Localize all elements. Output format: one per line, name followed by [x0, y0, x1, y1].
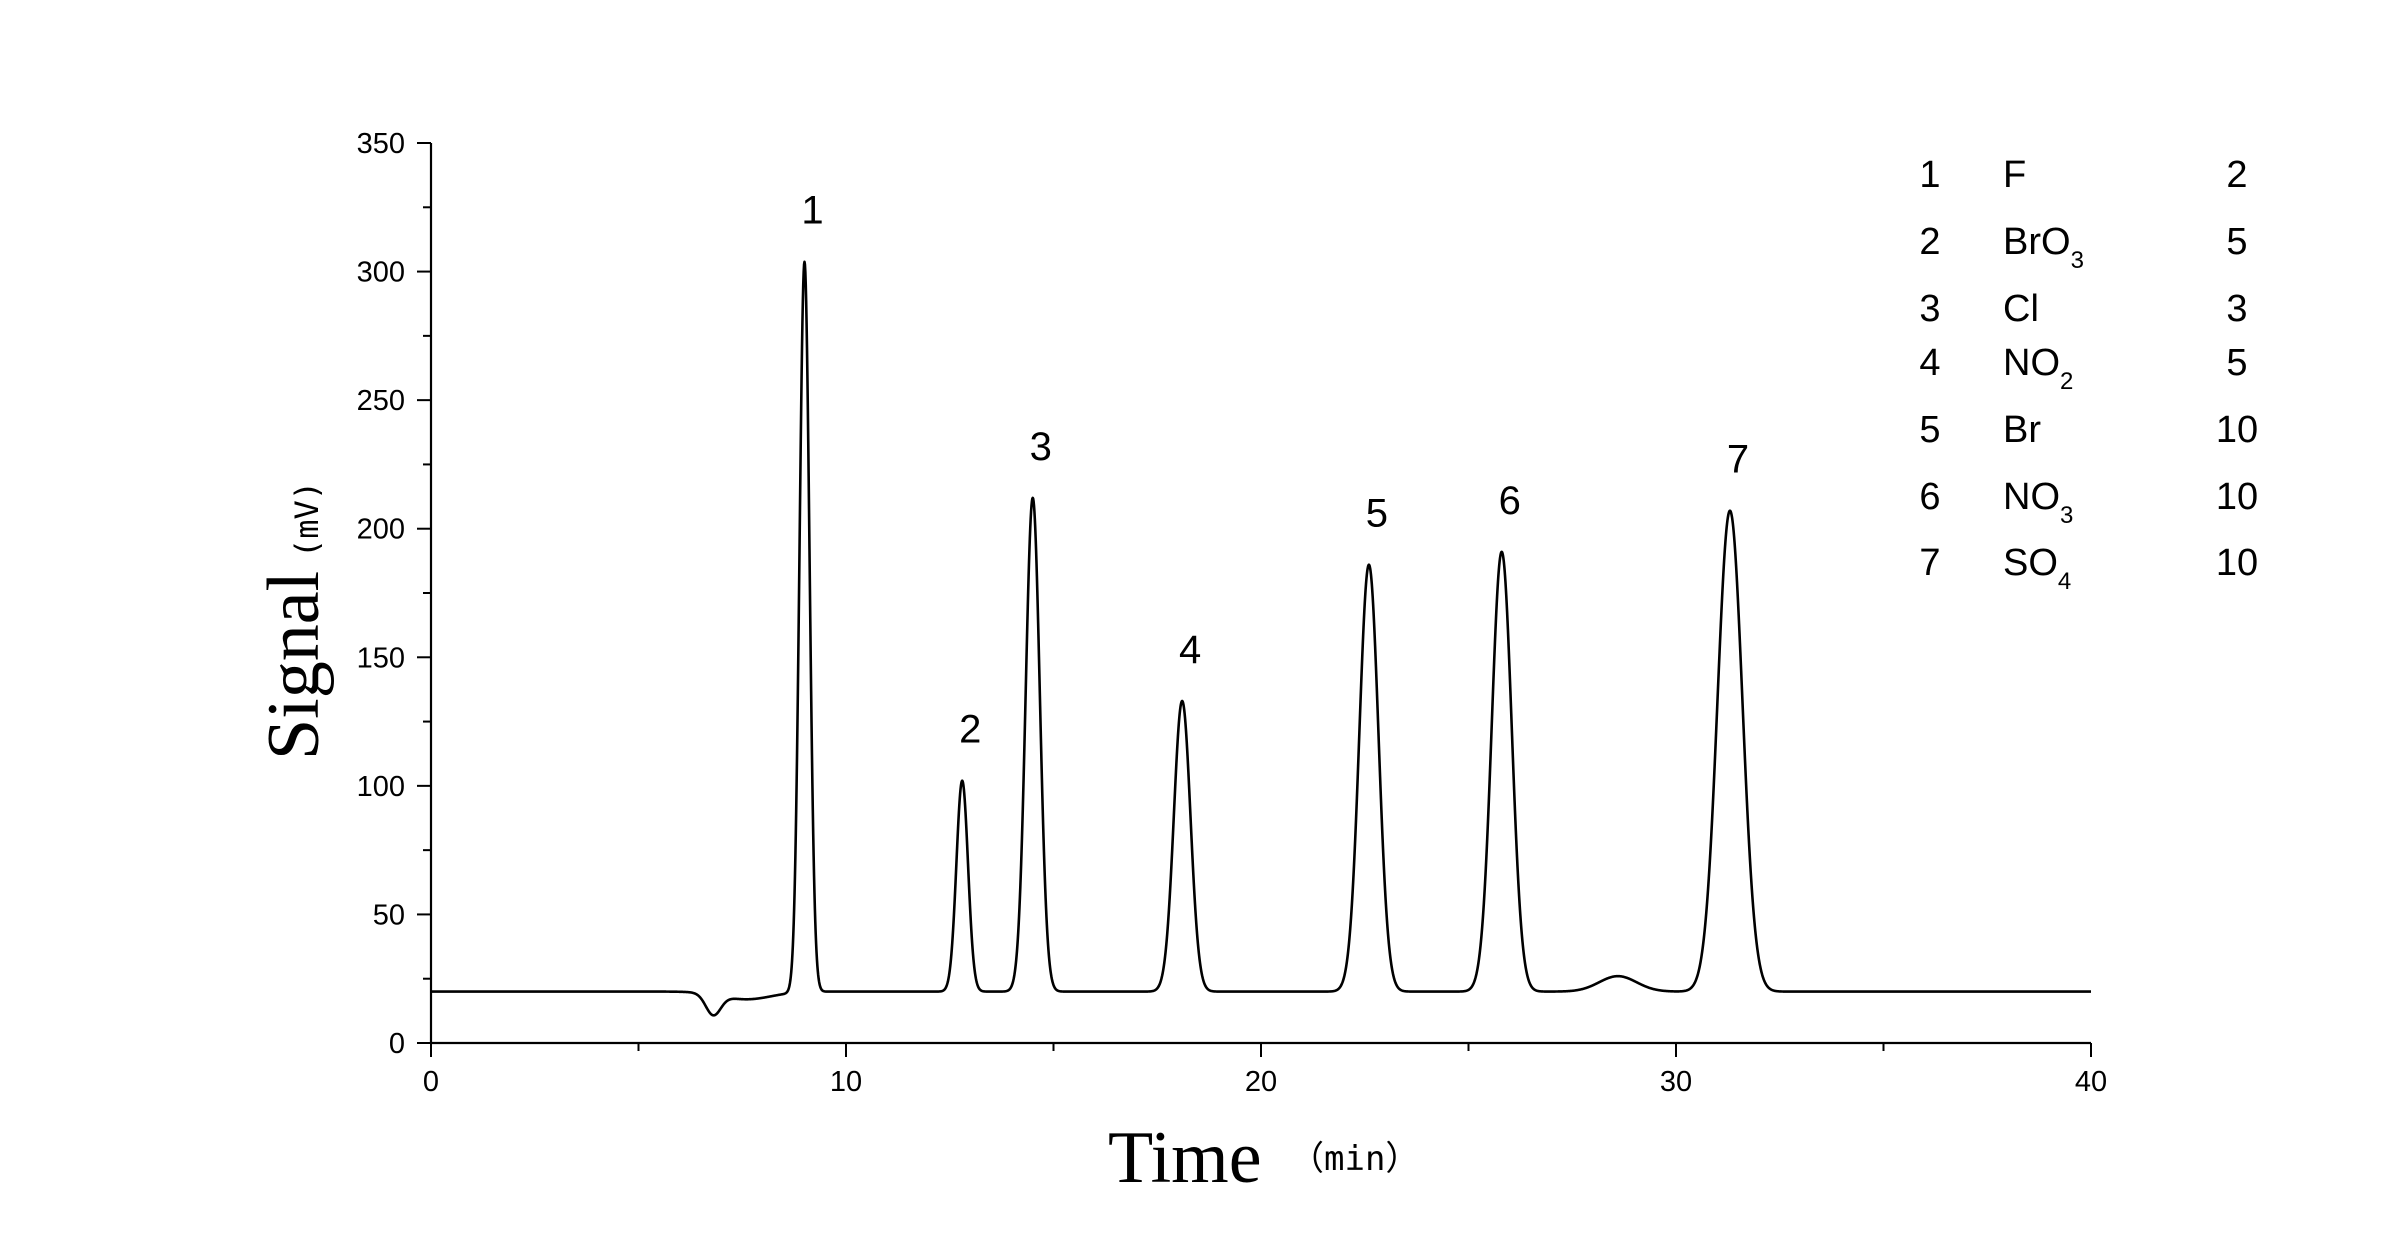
y-tick-label: 300: [357, 257, 405, 289]
legend-number: 1: [1919, 154, 1940, 196]
legend-concentration: 2: [2226, 154, 2247, 196]
peak-label-4: 4: [1179, 628, 1201, 672]
peak-label-5: 5: [1366, 492, 1388, 536]
legend: 1 F 2 2 BrO3 5 3 Cl 3 4 NO2 5 5 Br 10 6 NO3 10 7 SO4 10: [1919, 154, 2258, 595]
legend-ion-subscript: 4: [2058, 568, 2071, 595]
y-tick-label: 200: [357, 514, 405, 546]
legend-ion-subscript: 3: [2071, 247, 2084, 274]
legend-number: 3: [1919, 288, 1940, 330]
y-tick-label: 350: [357, 128, 405, 160]
legend-number: 4: [1919, 342, 1940, 384]
legend-ion: NO2: [2003, 342, 2073, 395]
peak-label-2: 2: [959, 708, 981, 752]
legend-concentration: 10: [2216, 409, 2258, 451]
legend-concentration: 10: [2216, 542, 2258, 584]
x-tick-label: 20: [1245, 1066, 1277, 1098]
y-ticks: 0 50 100 150 200 250 300 350: [357, 128, 431, 1060]
x-axis-title: Time: [1108, 1117, 1262, 1199]
y-tick-label: 100: [357, 771, 405, 803]
legend-ion: SO4: [2003, 542, 2071, 595]
legend-ion: Br: [2003, 409, 2041, 451]
signal-trace: [430, 260, 2092, 1017]
legend-ion: Cl: [2003, 288, 2039, 330]
legend-ion: F: [2003, 154, 2026, 196]
legend-number: 7: [1919, 542, 1940, 584]
legend-number: 2: [1919, 221, 1940, 263]
legend-number: 6: [1919, 476, 1940, 518]
legend-concentration: 5: [2226, 342, 2247, 384]
legend-ion-subscript: 2: [2060, 368, 2073, 395]
legend-concentration: 3: [2226, 288, 2247, 330]
legend-ion: NO3: [2003, 476, 2073, 529]
peak-label-1: 1: [801, 188, 823, 232]
peak-label-3: 3: [1030, 425, 1052, 469]
y-tick-label: 50: [373, 899, 405, 931]
x-tick-label: 30: [1660, 1066, 1692, 1098]
y-tick-label: 0: [389, 1028, 405, 1060]
legend-concentration: 10: [2216, 476, 2258, 518]
x-ticks: 0 10 20 30 40: [423, 1043, 2107, 1098]
axes: [429, 143, 2091, 1045]
y-axis-unit: (mV): [288, 481, 326, 558]
x-tick-label: 10: [830, 1066, 862, 1098]
peak-labels: 1 2 3 4 5 6 7: [801, 188, 1749, 751]
x-tick-label: 40: [2075, 1066, 2107, 1098]
x-tick-label: 0: [423, 1066, 439, 1098]
legend-ion-subscript: 3: [2060, 502, 2073, 529]
peak-label-6: 6: [1499, 479, 1521, 523]
y-tick-label: 150: [357, 642, 405, 674]
peak-label-7: 7: [1727, 438, 1749, 482]
y-tick-label: 250: [357, 385, 405, 417]
legend-number: 5: [1919, 409, 1940, 451]
y-axis-title: Signal: [253, 571, 335, 760]
legend-ion: BrO3: [2003, 221, 2084, 274]
x-axis-unit: （min）: [1290, 1139, 1419, 1179]
legend-concentration: 5: [2226, 221, 2247, 263]
